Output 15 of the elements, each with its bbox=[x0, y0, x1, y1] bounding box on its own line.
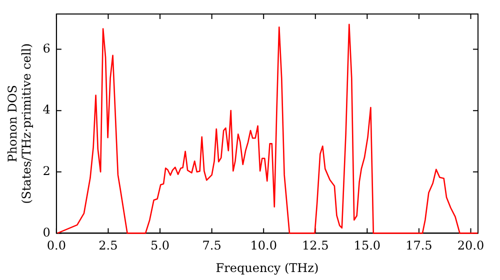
y-tick-label: 6 bbox=[42, 41, 50, 56]
y-axis-title: Phonon DOS (States/THz·primitive cell) bbox=[5, 43, 34, 204]
x-tick-label: 12.5 bbox=[302, 238, 329, 253]
y-tick-label: 0 bbox=[42, 225, 50, 240]
x-tick-label: 10.0 bbox=[250, 238, 277, 253]
x-tick-label: 17.5 bbox=[406, 238, 432, 253]
y-tick-label: 2 bbox=[42, 164, 50, 178]
x-tick-label: 0.0 bbox=[46, 238, 66, 253]
x-tick-label: 2.5 bbox=[98, 238, 118, 253]
x-axis-title: Frequency (THz) bbox=[216, 260, 319, 275]
x-tick-label: 7.5 bbox=[202, 238, 222, 253]
y-tick-label: 4 bbox=[42, 102, 51, 117]
x-tick-label: 20.0 bbox=[457, 238, 484, 253]
x-tick-label: 15.0 bbox=[354, 238, 381, 253]
x-tick-label: 5.0 bbox=[150, 238, 170, 253]
